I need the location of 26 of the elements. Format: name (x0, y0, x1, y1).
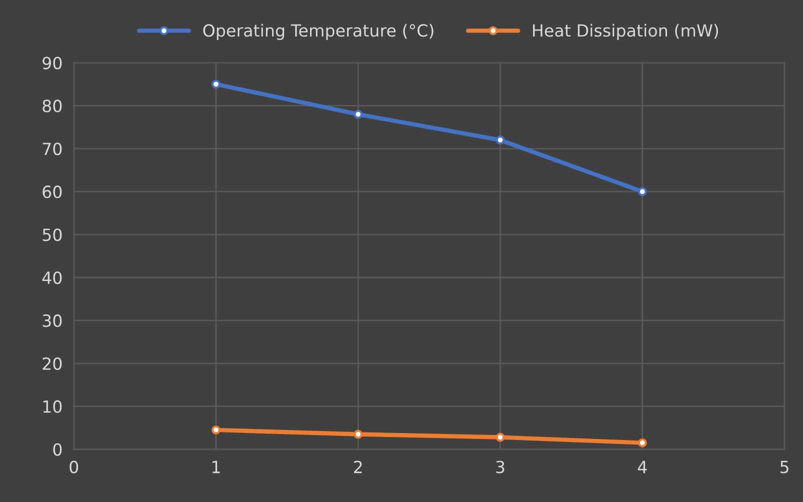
y-tick-label: 80 (42, 100, 62, 112)
y-tick-label: 90 (42, 56, 62, 70)
x-tick-label: 4 (638, 460, 647, 474)
point (354, 110, 363, 119)
x-tick-label: 3 (496, 460, 504, 474)
x-tick-label: 0 (70, 460, 78, 474)
point (211, 425, 221, 434)
x-tick-label: 5 (780, 460, 788, 474)
y-tick-label: 60 (42, 186, 62, 198)
y-tick-label: 20 (42, 357, 62, 370)
y-tick-label: 30 (42, 314, 62, 328)
legend-label: Heat Dissipation (mW) (533, 24, 718, 40)
y-tick-label: 0 (53, 443, 62, 456)
y-tick-label: 10 (43, 400, 62, 413)
point (496, 432, 505, 442)
y-tick-label: 50 (42, 228, 62, 242)
x-tick-label: 1 (212, 460, 220, 474)
point (638, 438, 647, 448)
point (496, 136, 505, 145)
point (211, 80, 221, 89)
y-tick-label: 70 (42, 142, 62, 156)
y-tick-label: 40 (42, 271, 62, 284)
point (638, 187, 647, 196)
legend-label: Operating Temperature (°C) (203, 24, 434, 40)
x-tick-label: 2 (354, 460, 362, 474)
point (354, 430, 363, 439)
